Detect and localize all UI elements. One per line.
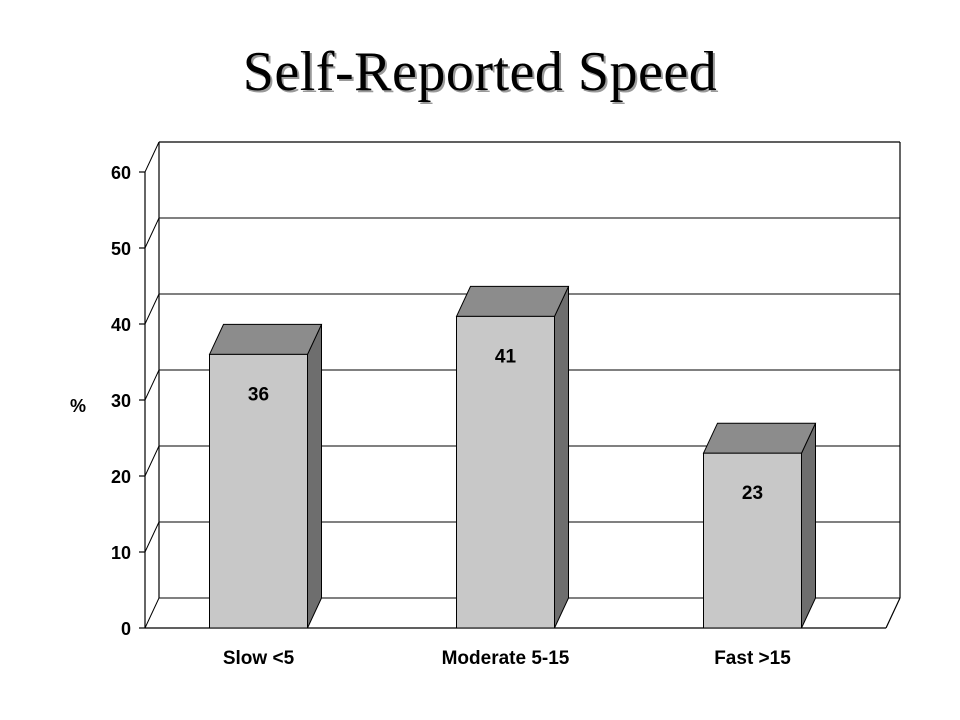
gridline-diagonal bbox=[144, 293, 160, 325]
y-axis-ticks: 0 10 20 30 40 50 60 bbox=[111, 163, 145, 639]
gridline-diagonal bbox=[144, 141, 160, 173]
x-axis-labels: Slow <5 Moderate 5-15 Fast >15 bbox=[223, 648, 791, 669]
bar-front bbox=[209, 353, 308, 629]
bars: 36 41 23 bbox=[208, 285, 817, 629]
x-tick-label: Fast >15 bbox=[714, 648, 791, 669]
y-tick-label: 60 bbox=[111, 163, 131, 183]
gridline-diagonal bbox=[144, 521, 160, 553]
y-tick-label: 10 bbox=[111, 543, 131, 563]
bar: 41 bbox=[455, 285, 570, 629]
y-tick-label: 0 bbox=[121, 619, 131, 639]
data-label: 41 bbox=[495, 346, 517, 367]
bar-side bbox=[554, 286, 569, 629]
x-tick-label: Moderate 5-15 bbox=[442, 648, 570, 669]
gridline-diagonal bbox=[144, 445, 160, 477]
bar-front bbox=[456, 315, 555, 629]
bar-top bbox=[455, 285, 570, 317]
floor-right-edge bbox=[885, 597, 901, 629]
data-label: 23 bbox=[742, 483, 763, 504]
chart-title: Self-Reported Speed bbox=[242, 41, 718, 103]
bar-top bbox=[702, 422, 817, 454]
y-axis-label: % bbox=[70, 396, 86, 416]
bar-top bbox=[208, 323, 323, 355]
bar: 36 bbox=[208, 323, 323, 629]
y-tick-label: 40 bbox=[111, 315, 131, 335]
gridline-diagonal bbox=[144, 369, 160, 401]
data-label: 36 bbox=[248, 384, 269, 405]
gridline-diagonal bbox=[144, 217, 160, 249]
y-tick-label: 20 bbox=[111, 467, 131, 487]
bar-front bbox=[703, 452, 802, 629]
x-tick-label: Slow <5 bbox=[223, 648, 295, 669]
y-tick-label: 30 bbox=[111, 391, 131, 411]
y-tick-label: 50 bbox=[111, 239, 131, 259]
bar: 23 bbox=[702, 422, 817, 629]
bar-side bbox=[801, 422, 816, 629]
bar-side bbox=[307, 324, 322, 629]
gridline-diagonal bbox=[144, 597, 160, 629]
